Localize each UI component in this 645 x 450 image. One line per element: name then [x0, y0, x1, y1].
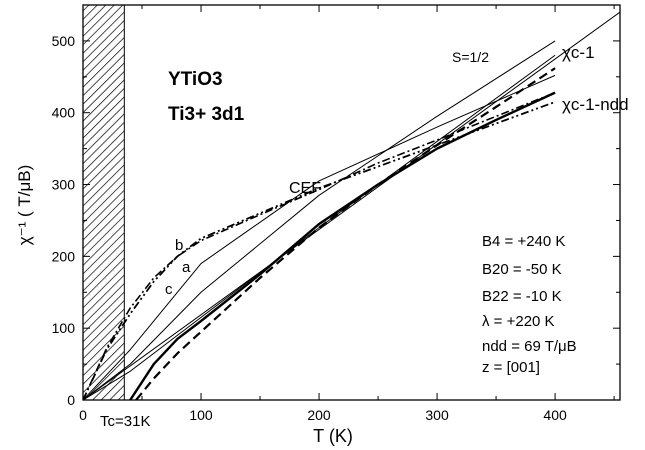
- param-b4: B4 = +240 K: [482, 233, 565, 250]
- y-tick-label: 200: [52, 248, 76, 264]
- series-line-7: [135, 67, 556, 400]
- tc-label: Tc=31K: [100, 413, 150, 430]
- param-b22: B22 = -10 K: [482, 288, 562, 305]
- curve-label-b: b: [175, 237, 183, 254]
- series-line-0: [83, 11, 620, 400]
- y-axis-label: χ⁻¹ ( T/μB): [15, 165, 34, 246]
- y-tick-label: 100: [52, 320, 76, 336]
- curve-label-a: a: [182, 259, 191, 276]
- param-lambda: λ = +220 K: [482, 313, 555, 330]
- y-tick-label: 300: [52, 177, 76, 193]
- y-tick-label: 400: [52, 105, 76, 121]
- x-tick-label: 300: [425, 407, 449, 423]
- plot-frame: [82, 4, 621, 401]
- series-line-5: [83, 91, 556, 400]
- series-line-1: [83, 54, 556, 400]
- curve-label-c: c: [165, 281, 173, 298]
- cef-label: CEF: [289, 180, 321, 197]
- compound-label: YTiO3: [168, 69, 223, 90]
- series-line-3: [83, 74, 556, 400]
- ion-label: Ti3+ 3d1: [168, 104, 245, 125]
- param-ndd: ndd = 69 T/μB: [482, 338, 577, 355]
- y-tick-label: 0: [67, 392, 75, 408]
- curve-label-chi-c-inv-ndd: χc-1-ndd: [562, 95, 629, 114]
- x-axis-label: T (K): [313, 426, 353, 446]
- series-line-6: [129, 91, 556, 400]
- param-z: z = [001]: [482, 359, 540, 376]
- low-temperature-hatched-region: [82, 4, 125, 401]
- curve-label-s-half: S=1/2: [452, 49, 489, 65]
- series-line-2: [83, 40, 556, 400]
- param-b20: B20 = -50 K: [482, 261, 562, 278]
- curve-label-chi-c-inv: χc-1: [562, 43, 595, 62]
- series-line-4: [83, 101, 556, 400]
- x-tick-label: 100: [189, 407, 213, 423]
- x-tick-label: 400: [543, 407, 567, 423]
- x-tick-label: 0: [79, 407, 87, 423]
- x-tick-label: 200: [307, 407, 331, 423]
- y-tick-label: 500: [52, 33, 76, 49]
